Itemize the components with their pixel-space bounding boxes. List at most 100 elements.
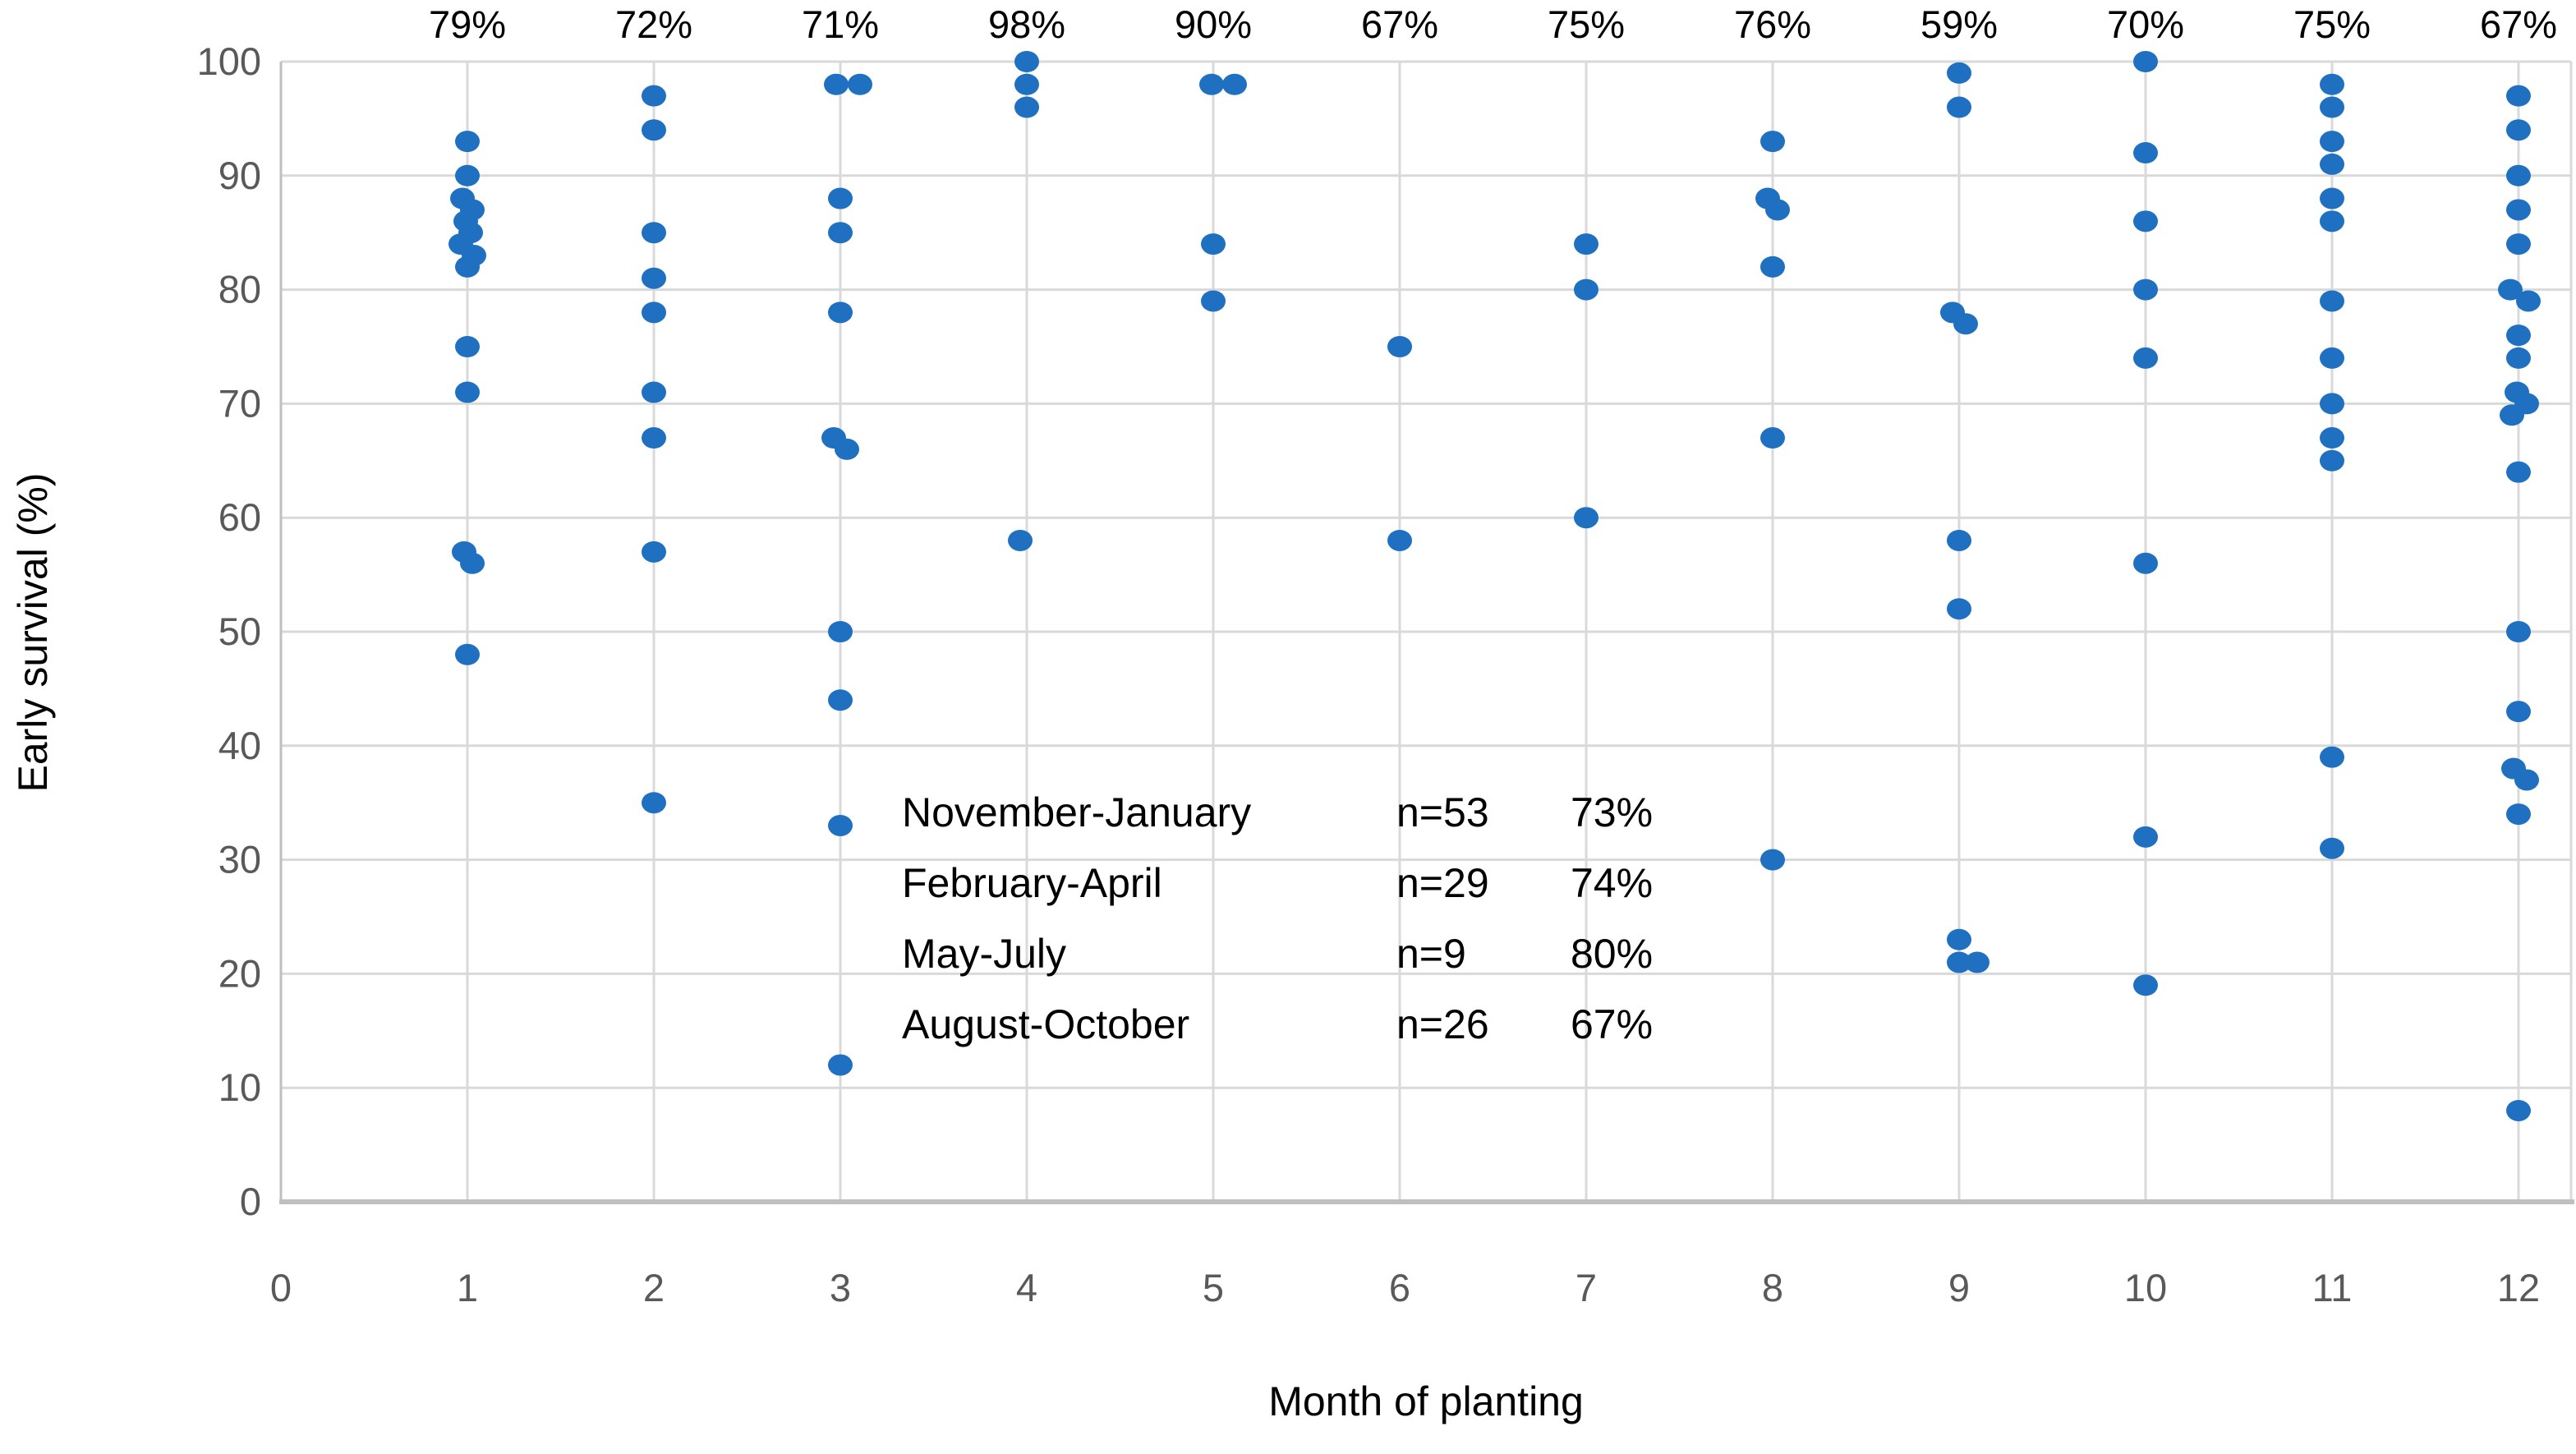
data-point	[1965, 951, 1990, 973]
data-point	[1201, 290, 1226, 312]
data-point	[1014, 51, 1039, 72]
data-point	[1199, 73, 1224, 95]
monthly-mean-label: 67%	[1361, 2, 1438, 46]
data-point	[642, 267, 666, 289]
data-point	[2506, 461, 2531, 483]
data-point	[2506, 803, 2531, 826]
data-point	[2133, 142, 2158, 164]
data-point	[2506, 1099, 2531, 1121]
data-point	[2320, 187, 2344, 209]
y-tick-label: 60	[218, 495, 261, 539]
x-tick-label: 12	[2497, 1266, 2540, 1309]
data-point	[1008, 529, 1033, 551]
data-point	[1574, 507, 1598, 529]
monthly-mean-label: 79%	[429, 2, 506, 46]
data-point	[642, 85, 666, 107]
data-point	[1014, 73, 1039, 95]
data-point	[1947, 951, 1971, 973]
data-point	[1574, 233, 1598, 255]
data-point	[642, 119, 666, 141]
data-point	[2320, 837, 2344, 859]
legend-period: August-October	[902, 1001, 1190, 1047]
data-point	[1947, 529, 1971, 551]
legend-period: May-July	[902, 931, 1067, 977]
legend-row: May-July n=9 80%	[902, 918, 1653, 989]
data-point	[2506, 164, 2531, 186]
y-tick-label: 30	[218, 838, 261, 881]
monthly-mean-label: 90%	[1175, 2, 1252, 46]
x-tick-label: 3	[830, 1266, 851, 1309]
legend-row: November-January n=53 73%	[902, 777, 1653, 848]
data-point	[1014, 96, 1039, 118]
data-point	[824, 73, 849, 95]
data-point	[1947, 598, 1971, 620]
y-tick-label: 0	[240, 1180, 261, 1223]
y-tick-label: 20	[218, 951, 261, 995]
legend-period: February-April	[902, 860, 1162, 906]
x-tick-label: 0	[270, 1266, 292, 1309]
data-point	[2320, 290, 2344, 312]
x-tick-label: 7	[1576, 1266, 1597, 1309]
data-point	[1947, 96, 1971, 118]
data-point	[2133, 552, 2158, 574]
data-point	[2133, 347, 2158, 369]
data-point	[2320, 449, 2344, 472]
data-point	[455, 336, 480, 357]
data-point	[2506, 347, 2531, 369]
legend-row: February-April n=29 74%	[902, 848, 1653, 918]
data-point	[1387, 529, 1412, 551]
y-tick-label: 100	[197, 39, 261, 83]
data-point	[2506, 85, 2531, 107]
legend-sample-size: n=53	[1396, 789, 1489, 835]
data-point	[1760, 255, 1785, 278]
data-point	[1953, 313, 1978, 335]
data-point	[2320, 96, 2344, 118]
legend-mean-percent: 80%	[1571, 931, 1654, 977]
monthly-mean-label: 71%	[802, 2, 879, 46]
data-point	[1760, 849, 1785, 871]
monthly-mean-label: 72%	[615, 2, 692, 46]
data-point	[828, 1054, 853, 1076]
y-tick-label: 40	[218, 724, 261, 767]
data-point	[642, 301, 666, 324]
legend-sample-size: n=9	[1396, 931, 1466, 977]
data-point	[2500, 404, 2524, 426]
x-tick-label: 10	[2124, 1266, 2167, 1309]
data-point	[1947, 62, 1971, 84]
data-point	[1574, 278, 1598, 301]
data-point	[455, 131, 480, 153]
data-point	[2320, 347, 2344, 369]
x-tick-label: 4	[1016, 1266, 1037, 1309]
monthly-mean-label: 75%	[2293, 2, 2371, 46]
y-tick-label: 70	[218, 381, 261, 425]
data-point	[642, 541, 666, 563]
data-point	[460, 552, 485, 574]
legend-mean-percent: 67%	[1571, 1001, 1654, 1047]
y-tick-label: 90	[218, 154, 261, 197]
data-point	[828, 814, 853, 836]
data-point	[1947, 928, 1971, 950]
data-point	[2133, 278, 2158, 301]
data-point	[2506, 621, 2531, 642]
data-point	[2133, 974, 2158, 996]
data-point	[455, 381, 480, 403]
data-point	[2516, 290, 2541, 312]
legend-period: November-January	[902, 789, 1252, 835]
data-point	[642, 427, 666, 449]
monthly-mean-label: 75%	[1548, 2, 1625, 46]
legend-sample-size: n=26	[1396, 1001, 1489, 1047]
x-tick-label: 8	[1762, 1266, 1783, 1309]
y-tick-label: 50	[218, 610, 261, 653]
data-point	[1760, 131, 1785, 153]
monthly-mean-label: 98%	[988, 2, 1065, 46]
data-point	[2506, 199, 2531, 221]
data-point	[455, 164, 480, 186]
data-point	[1760, 427, 1785, 449]
x-tick-label: 6	[1389, 1266, 1410, 1309]
monthly-mean-label: 76%	[1734, 2, 1811, 46]
legend-mean-percent: 73%	[1571, 789, 1654, 835]
data-point	[2320, 73, 2344, 95]
data-point	[2320, 427, 2344, 449]
